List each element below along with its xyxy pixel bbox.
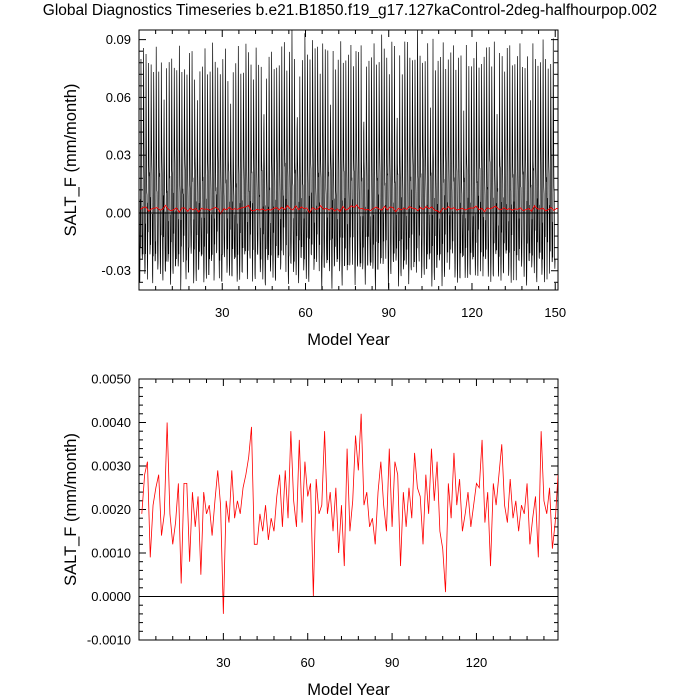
annual-mean-series-line bbox=[141, 413, 558, 614]
x-axis-label: Model Year bbox=[307, 331, 390, 349]
x-tick-label: 120 bbox=[461, 305, 483, 320]
y-tick-label: 0.0050 bbox=[91, 372, 131, 387]
y-axis-label: SALT_F (mm/month) bbox=[62, 84, 80, 237]
y-tick-label: 0.0020 bbox=[91, 502, 131, 517]
bottom-panel: -0.0010 0.0000 0.0010 0.0020 0.0030 0.0040 0.0… bbox=[62, 372, 559, 699]
x-tick-label: 90 bbox=[382, 305, 396, 320]
y-tick-label: 0.0000 bbox=[91, 589, 131, 604]
x-axis-label: Model Year bbox=[307, 681, 390, 699]
monthly-series-line bbox=[139, 30, 556, 290]
y-tick-label: 0.0010 bbox=[91, 546, 131, 561]
y-tick-label: 0.03 bbox=[106, 148, 131, 163]
chart-title: Global Diagnostics Timeseries b.e21.B185… bbox=[42, 2, 658, 19]
top-panel: -0.03 0.00 0.03 0.06 0.09 30 60 90 120 150 Model Y… bbox=[62, 29, 566, 349]
x-tick-label: 60 bbox=[298, 305, 312, 320]
x-tick-label: 120 bbox=[466, 655, 488, 670]
x-tick-label: 30 bbox=[216, 655, 230, 670]
x-tick-label: 60 bbox=[300, 655, 314, 670]
y-tick-label: -0.0010 bbox=[87, 633, 131, 648]
x-tick-label: 30 bbox=[215, 305, 229, 320]
y-tick-label: 0.0030 bbox=[91, 459, 131, 474]
annual-mean-series-line bbox=[140, 204, 558, 215]
x-tick-label: 90 bbox=[385, 655, 399, 670]
y-tick-label: 0.00 bbox=[106, 205, 131, 220]
y-axis-label: SALT_F (mm/month) bbox=[62, 433, 80, 586]
y-tick-label: -0.03 bbox=[101, 263, 131, 278]
y-tick-label: 0.06 bbox=[106, 90, 131, 105]
plot-frame bbox=[138, 378, 559, 641]
plot-frame bbox=[138, 29, 559, 291]
x-tick-label: 150 bbox=[544, 305, 566, 320]
y-tick-label: 0.0040 bbox=[91, 415, 131, 430]
y-tick-label: 0.09 bbox=[106, 32, 131, 47]
